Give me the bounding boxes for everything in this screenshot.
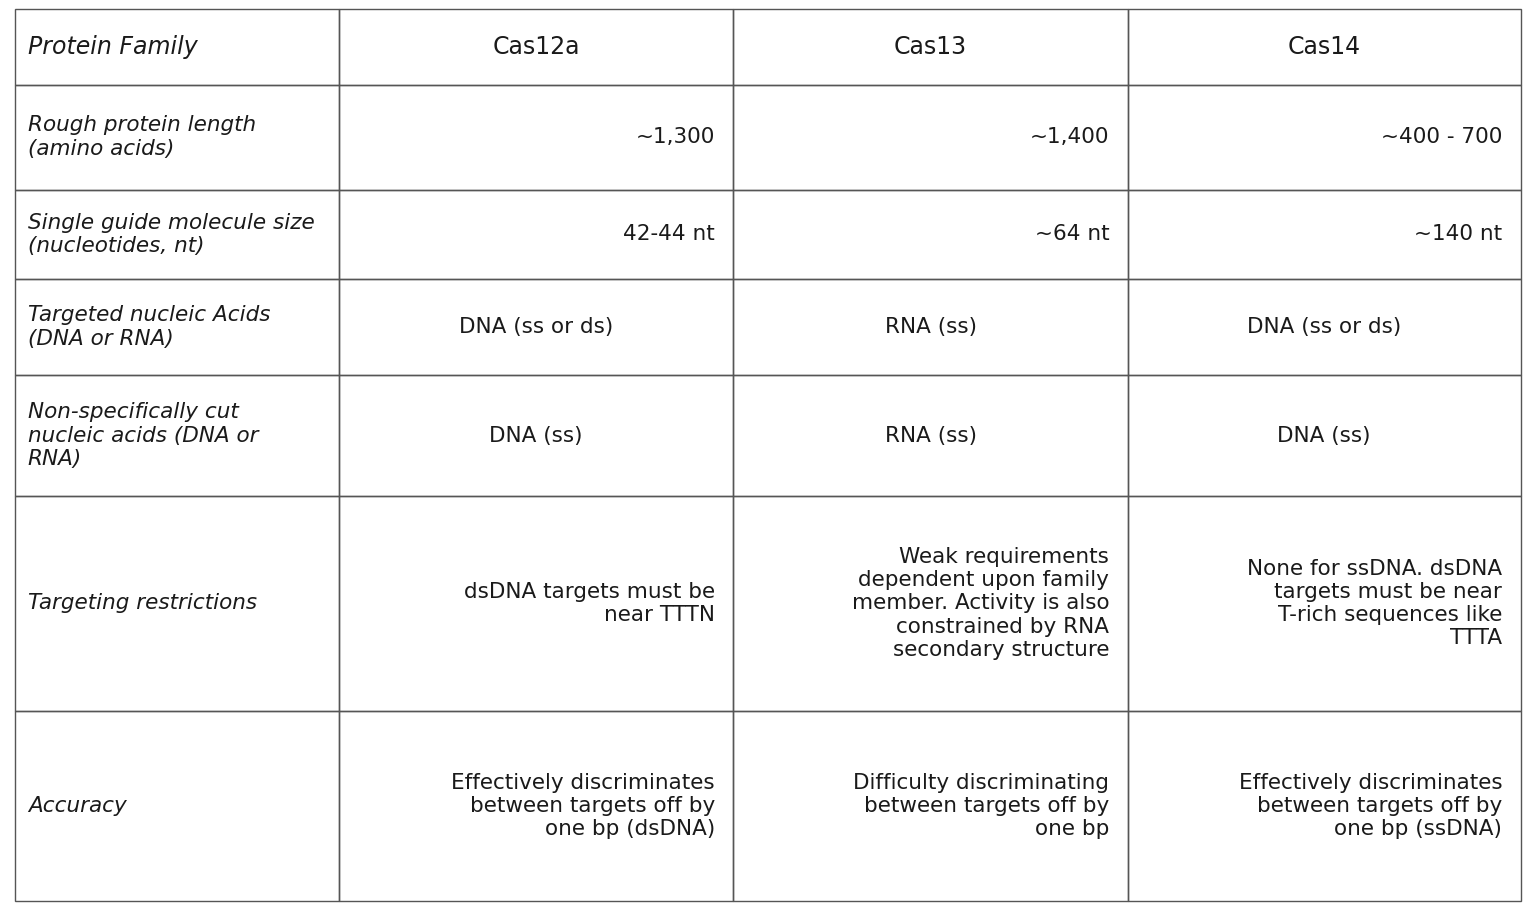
Text: DNA (ss or ds): DNA (ss or ds) — [1247, 317, 1401, 337]
Bar — [733, 711, 1127, 901]
Text: ~1,300: ~1,300 — [636, 127, 714, 147]
Bar — [339, 85, 733, 189]
Text: Rough protein length
(amino acids): Rough protein length (amino acids) — [28, 116, 257, 158]
Bar — [1127, 278, 1521, 375]
Text: DNA (ss): DNA (ss) — [490, 426, 584, 446]
Bar — [339, 9, 733, 85]
Text: Cas13: Cas13 — [894, 35, 968, 59]
Bar — [733, 496, 1127, 711]
Text: ~400 - 700: ~400 - 700 — [1381, 127, 1502, 147]
Bar — [339, 375, 733, 496]
Bar — [339, 496, 733, 711]
Text: ~64 nt: ~64 nt — [1035, 224, 1109, 244]
Text: Effectively discriminates
between targets off by
one bp (dsDNA): Effectively discriminates between target… — [452, 773, 714, 839]
Text: Cas12a: Cas12a — [493, 35, 581, 59]
Bar — [733, 9, 1127, 85]
Bar — [15, 9, 339, 85]
Text: Effectively discriminates
between targets off by
one bp (ssDNA): Effectively discriminates between target… — [1238, 773, 1502, 839]
Bar — [1127, 9, 1521, 85]
Bar — [15, 711, 339, 901]
Text: Targeted nucleic Acids
(DNA or RNA): Targeted nucleic Acids (DNA or RNA) — [28, 306, 270, 349]
Bar — [733, 189, 1127, 278]
Text: Difficulty discriminating
between targets off by
one bp: Difficulty discriminating between target… — [854, 773, 1109, 839]
Text: Accuracy: Accuracy — [28, 796, 126, 816]
Bar — [339, 278, 733, 375]
Text: RNA (ss): RNA (ss) — [885, 317, 977, 337]
Text: Non-specifically cut
nucleic acids (DNA or
RNA): Non-specifically cut nucleic acids (DNA … — [28, 402, 258, 469]
Bar — [1127, 85, 1521, 189]
Text: DNA (ss): DNA (ss) — [1278, 426, 1372, 446]
Bar — [733, 85, 1127, 189]
Bar — [1127, 711, 1521, 901]
Bar — [733, 278, 1127, 375]
Text: RNA (ss): RNA (ss) — [885, 426, 977, 446]
Text: DNA (ss or ds): DNA (ss or ds) — [459, 317, 613, 337]
Bar — [1127, 496, 1521, 711]
Text: None for ssDNA. dsDNA
targets must be near
T-rich sequences like
TTTA: None for ssDNA. dsDNA targets must be ne… — [1247, 559, 1502, 648]
Text: Protein Family: Protein Family — [28, 35, 198, 59]
Bar — [733, 375, 1127, 496]
Text: Targeting restrictions: Targeting restrictions — [28, 593, 257, 613]
Bar — [15, 278, 339, 375]
Bar — [1127, 189, 1521, 278]
Text: Cas14: Cas14 — [1287, 35, 1361, 59]
Text: ~1,400: ~1,400 — [1029, 127, 1109, 147]
Bar — [15, 496, 339, 711]
Bar — [1127, 375, 1521, 496]
Text: 42-44 nt: 42-44 nt — [624, 224, 714, 244]
Text: Single guide molecule size
(nucleotides, nt): Single guide molecule size (nucleotides,… — [28, 213, 315, 256]
Bar — [339, 711, 733, 901]
Text: dsDNA targets must be
near TTTN: dsDNA targets must be near TTTN — [464, 581, 714, 625]
Bar — [15, 189, 339, 278]
Bar — [15, 85, 339, 189]
Bar — [339, 189, 733, 278]
Text: Weak requirements
dependent upon family
member. Activity is also
constrained by : Weak requirements dependent upon family … — [851, 547, 1109, 660]
Bar — [15, 375, 339, 496]
Text: ~140 nt: ~140 nt — [1415, 224, 1502, 244]
